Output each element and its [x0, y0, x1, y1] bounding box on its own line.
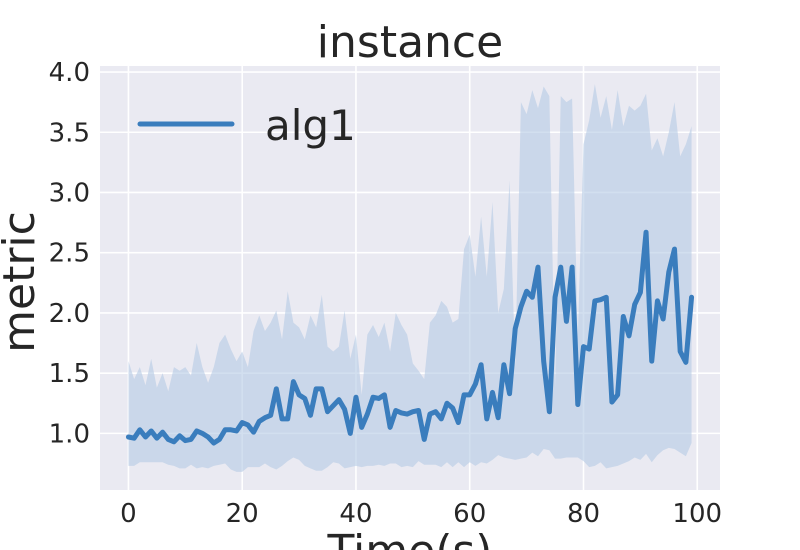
chart-title: instance	[317, 17, 503, 68]
x-tick-label: 0	[120, 499, 137, 529]
y-tick-label: 1.5	[49, 359, 90, 389]
y-tick-labels: 1.0 1.5 2.0 2.5 3.0 3.5 4.0	[49, 58, 90, 449]
x-tick-label: 80	[567, 499, 600, 529]
y-axis-label: metric	[0, 211, 45, 353]
legend-label-alg1: alg1	[265, 101, 356, 150]
x-tick-label: 40	[339, 499, 372, 529]
y-tick-label: 1.0	[49, 419, 90, 449]
x-tick-label: 20	[226, 499, 259, 529]
y-tick-label: 2.5	[49, 239, 90, 269]
x-axis-label: Time(s)	[327, 526, 493, 550]
y-tick-label: 3.5	[49, 118, 90, 148]
x-tick-label: 60	[453, 499, 486, 529]
y-tick-label: 2.0	[49, 299, 90, 329]
x-tick-label: 100	[672, 499, 722, 529]
x-tick-labels: 0 20 40 60 80 100	[120, 499, 722, 529]
series-line-alg1	[125, 229, 695, 446]
y-tick-label: 3.0	[49, 178, 90, 208]
legend: alg1	[137, 101, 356, 150]
y-tick-label: 4.0	[49, 58, 90, 88]
